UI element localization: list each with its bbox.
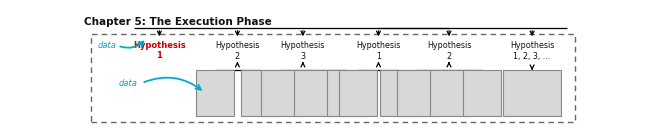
FancyBboxPatch shape <box>380 70 417 116</box>
Text: 1: 1 <box>157 51 162 60</box>
Text: Test
Cell B: Test Cell B <box>250 86 270 99</box>
FancyBboxPatch shape <box>503 70 561 116</box>
Text: Test
Cell C: Test Cell C <box>335 86 357 99</box>
Text: Test
Cell C: Test Cell C <box>472 86 492 99</box>
Text: Chapter 5: The Execution Phase: Chapter 5: The Execution Phase <box>84 17 272 27</box>
Text: Test
Cell A: Test Cell A <box>205 86 225 99</box>
Text: Hypothesis
2: Hypothesis 2 <box>215 41 259 61</box>
Text: Test
Cell A: Test Cell A <box>348 86 369 99</box>
Text: Test
Cell A: Test Cell A <box>270 86 291 99</box>
Text: Hypothesis
1: Hypothesis 1 <box>356 41 400 61</box>
Text: Hypothesis
1, 2, 3, ...: Hypothesis 1, 2, 3, ... <box>510 41 554 61</box>
FancyBboxPatch shape <box>339 70 377 116</box>
FancyBboxPatch shape <box>430 70 468 116</box>
Text: Hypothesis
3: Hypothesis 3 <box>281 41 325 61</box>
FancyBboxPatch shape <box>261 70 299 116</box>
Text: Hypothesis
2: Hypothesis 2 <box>427 41 471 61</box>
FancyBboxPatch shape <box>196 70 233 116</box>
FancyBboxPatch shape <box>463 70 500 116</box>
FancyBboxPatch shape <box>241 70 279 116</box>
Text: Test
Cell B: Test Cell B <box>302 86 324 99</box>
Text: Test
Cell B: Test Cell B <box>389 86 409 99</box>
Text: Test
Cell A: Test Cell A <box>405 86 428 99</box>
FancyBboxPatch shape <box>294 70 332 116</box>
Text: data: data <box>119 79 138 88</box>
Text: Test
Cell B: Test Cell B <box>439 86 459 99</box>
Text: Test Cells
A,B,C,...: Test Cells A,B,C,... <box>516 86 549 99</box>
FancyBboxPatch shape <box>327 70 365 116</box>
FancyBboxPatch shape <box>397 70 435 116</box>
Text: Hypothesis: Hypothesis <box>133 41 186 50</box>
Text: data: data <box>98 41 116 50</box>
